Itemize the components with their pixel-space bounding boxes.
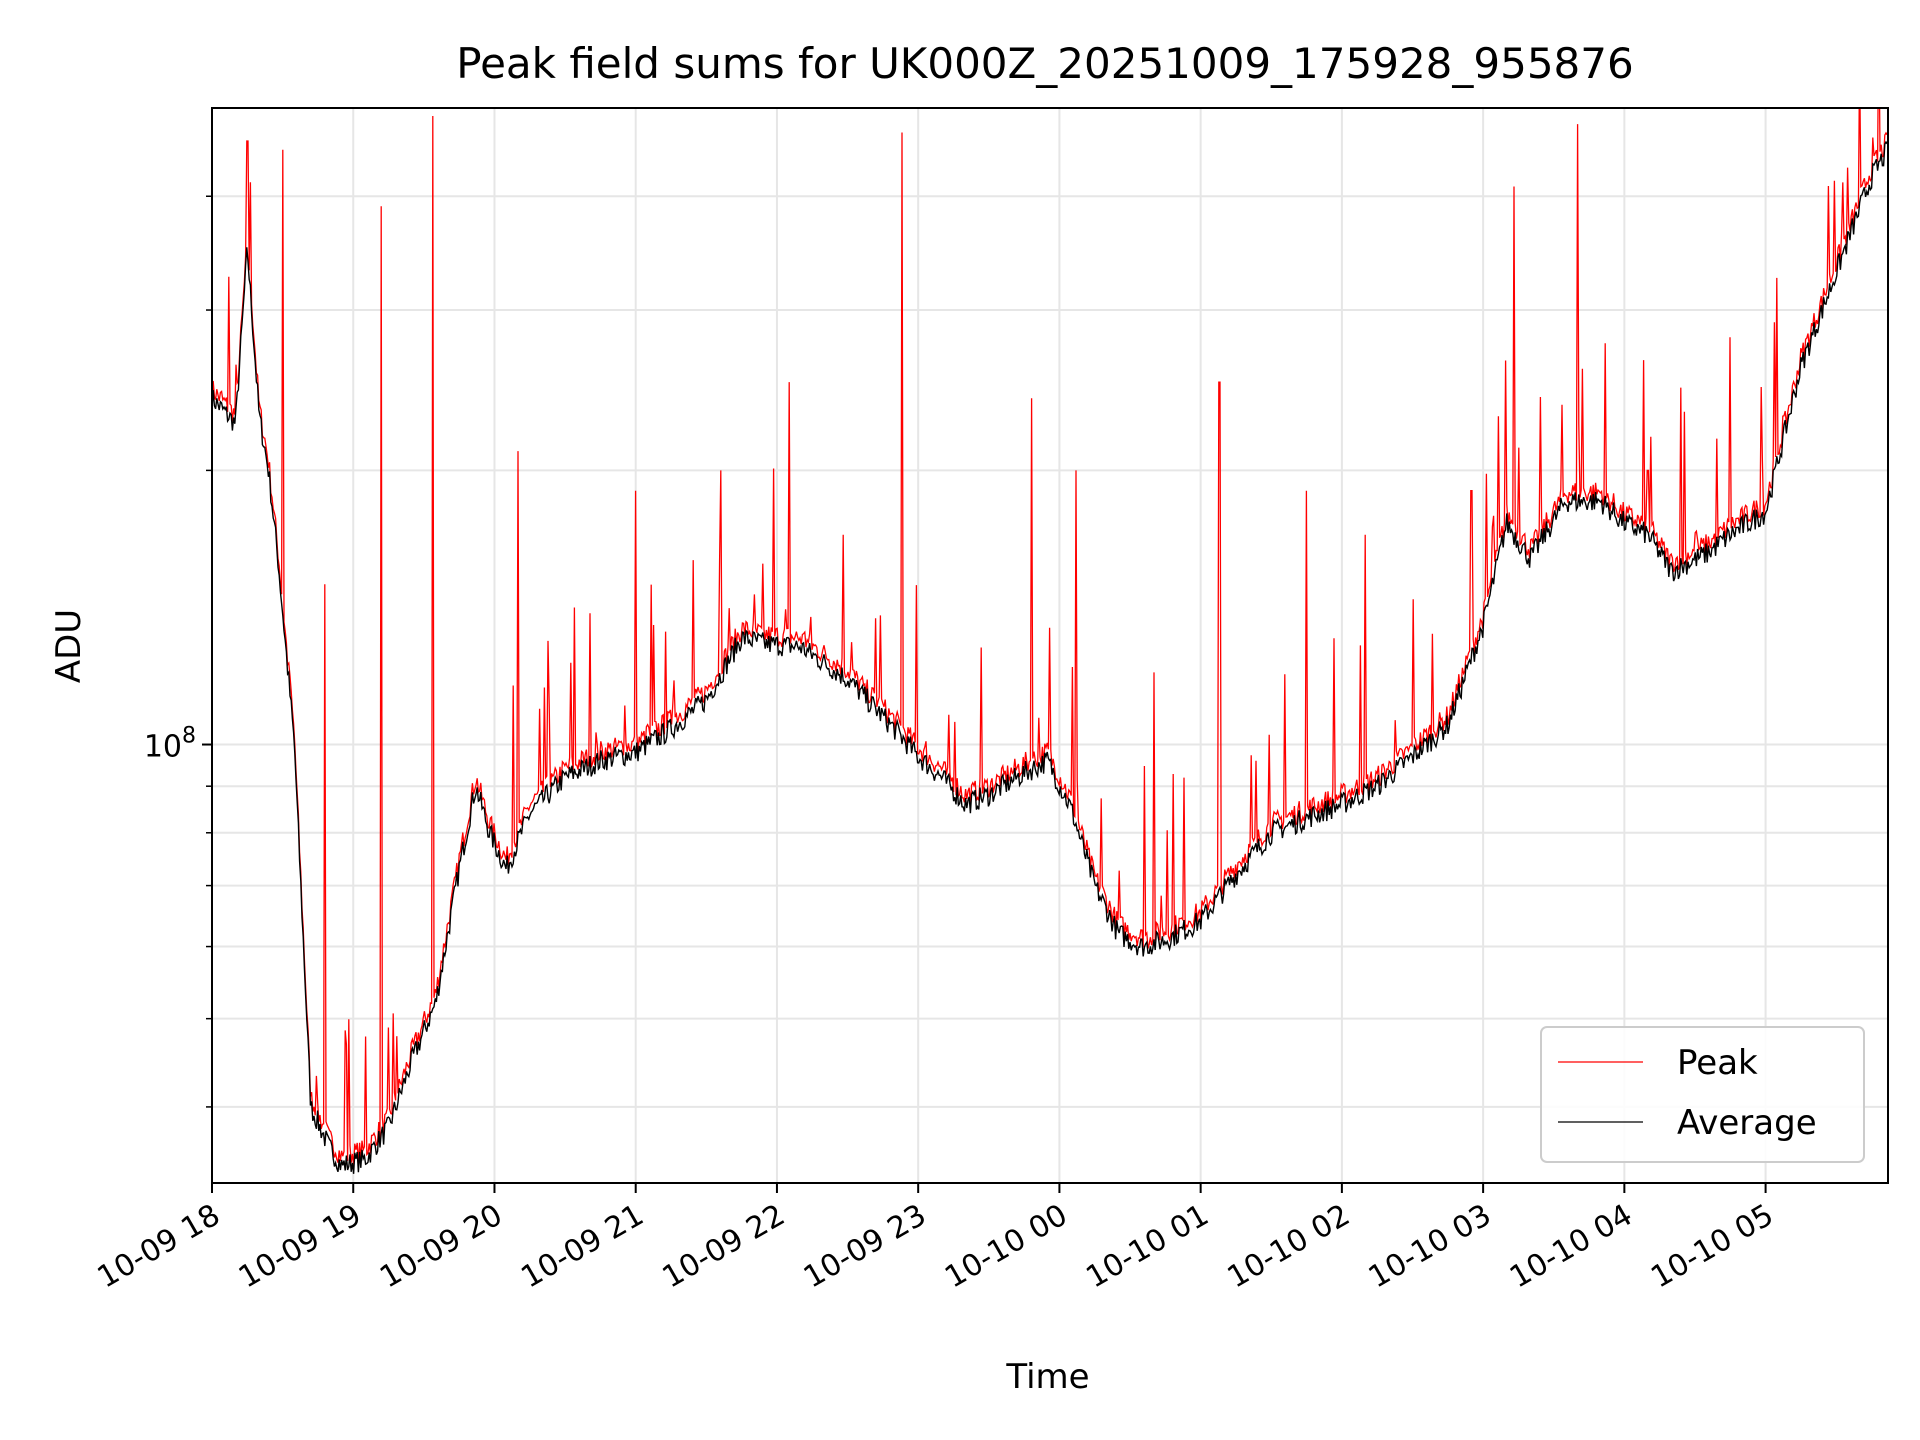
y-tick-label: 108 bbox=[144, 724, 196, 765]
average-series-line bbox=[212, 140, 1888, 1174]
y-axis: 108 bbox=[144, 195, 212, 1108]
chart-title: Peak field sums for UK000Z_20251009_1759… bbox=[456, 39, 1633, 88]
legend-box bbox=[1540, 1026, 1865, 1163]
grid bbox=[211, 108, 1888, 1183]
plot-lines bbox=[212, 108, 1888, 1174]
y-axis-title: ADU bbox=[49, 609, 89, 683]
x-axis-title: Time bbox=[1005, 1357, 1089, 1397]
legend-average-label: Average bbox=[1677, 1103, 1817, 1143]
peak-series-line bbox=[212, 108, 1888, 1165]
legend-peak-label: Peak bbox=[1677, 1043, 1758, 1083]
legend: Peak Average bbox=[1540, 1026, 1865, 1163]
plot-frame bbox=[211, 107, 1889, 1184]
